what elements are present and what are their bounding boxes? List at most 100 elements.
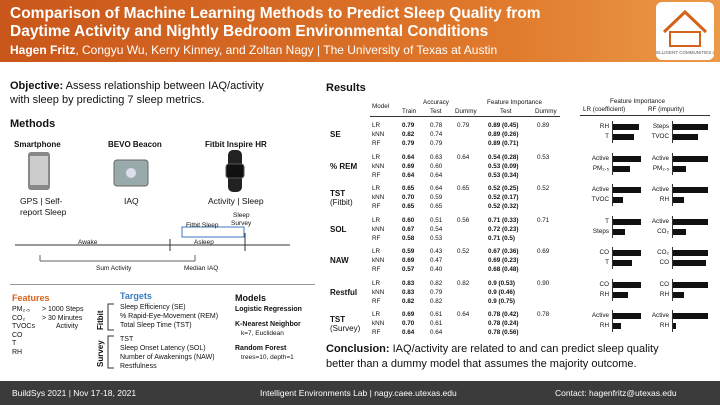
feature: Activity xyxy=(56,323,79,330)
device-caption: report Sleep xyxy=(20,207,67,217)
bar xyxy=(612,197,623,203)
cell: 0.52 xyxy=(537,185,550,192)
axis-line xyxy=(672,152,673,175)
feature: CO₂ xyxy=(12,314,26,322)
bar-label: Active xyxy=(651,154,669,162)
cell: 0.82 xyxy=(430,297,443,305)
cell: 0.64 xyxy=(402,329,415,336)
cell: 0.64 xyxy=(402,171,415,179)
bar-label: TVOC xyxy=(591,196,610,203)
metric-name: (Fitbit) xyxy=(330,198,353,207)
feature: > 30 Minutes xyxy=(42,314,83,322)
cell: 0.64 xyxy=(430,185,443,192)
bar-label: Active xyxy=(591,312,609,319)
timeline-label: Sum Activity xyxy=(96,265,132,272)
bar xyxy=(612,134,634,140)
cell: 0.72 (0.23) xyxy=(488,225,519,233)
timeline xyxy=(15,226,290,262)
bar xyxy=(672,187,708,193)
cell: 0.70 xyxy=(402,320,415,327)
group-label: Survey xyxy=(96,340,105,367)
bar xyxy=(672,134,698,140)
divider xyxy=(10,284,315,285)
objective-text: with sleep by predicting 7 sleep metrics… xyxy=(10,94,205,106)
bar xyxy=(672,155,708,162)
cell: 0.63 xyxy=(430,153,443,161)
bar xyxy=(612,291,629,298)
cell: kNN xyxy=(372,320,385,327)
cell: 0.69 (0.23) xyxy=(488,257,519,264)
cell: 0.57 xyxy=(402,266,415,273)
bar xyxy=(612,165,630,172)
cell: 0.78 (0.42) xyxy=(488,311,519,318)
timeline-label: Sleep xyxy=(233,212,250,219)
cell: kNN xyxy=(372,162,385,170)
cell: 0.82 xyxy=(457,279,470,287)
cell: 0.9 (0.75) xyxy=(488,297,515,305)
axis-line xyxy=(672,215,673,238)
cell: 0.78 xyxy=(537,311,550,318)
bar xyxy=(612,313,641,319)
cell: 0.78 (0.24) xyxy=(488,320,519,327)
metric-name: SE xyxy=(330,130,341,139)
bar xyxy=(612,155,641,162)
metric-name: TST xyxy=(330,315,346,324)
cell: 0.71 (0.33) xyxy=(488,216,519,224)
bar xyxy=(612,124,639,130)
objective-label: Objective: xyxy=(10,80,64,92)
bar-label: Active xyxy=(651,312,669,319)
cell: 0.43 xyxy=(430,248,443,255)
column-header: Model xyxy=(372,103,390,110)
footer-text: Intelligent Environments Lab | nagy.caee… xyxy=(260,388,457,398)
bar xyxy=(612,323,621,329)
cell: 0.59 xyxy=(402,248,415,255)
conclusion-text: IAQ/activity are related to and can pred… xyxy=(389,343,659,355)
cell: 0.52 (0.17) xyxy=(488,194,519,201)
cell: 0.9 (0.46) xyxy=(488,288,515,296)
bar xyxy=(612,250,641,256)
cell: 0.89 (0.45) xyxy=(488,122,519,129)
cell: 0.65 xyxy=(402,203,415,210)
timeline-label: Median IAQ xyxy=(184,265,219,272)
section-title: Results xyxy=(326,82,366,94)
cell: 0.78 (0.56) xyxy=(488,329,519,336)
bar xyxy=(672,281,708,288)
lead-author: Hagen Fritz xyxy=(10,43,76,57)
axis-line xyxy=(672,278,673,301)
bar xyxy=(672,313,708,319)
section-title: Targets xyxy=(120,291,152,301)
cell: LR xyxy=(372,248,381,255)
chart-rule xyxy=(580,115,710,116)
cell: 0.82 xyxy=(402,297,415,305)
cell: 0.82 xyxy=(430,279,443,287)
cell: 0.53 (0.09) xyxy=(488,162,519,170)
axis-line xyxy=(672,121,673,143)
cell: 0.79 xyxy=(402,122,415,129)
target: TST xyxy=(120,336,134,343)
axis-line xyxy=(612,184,613,206)
cell: 0.74 xyxy=(430,131,443,138)
cell: 0.69 xyxy=(402,257,415,264)
axis-line xyxy=(612,278,613,301)
bar-label: RH xyxy=(599,290,609,298)
cell: 0.64 xyxy=(430,329,443,336)
table-rule xyxy=(370,116,560,117)
bar-label: T xyxy=(605,259,609,266)
axis-line xyxy=(612,310,613,332)
cell: 0.54 xyxy=(430,225,443,233)
device-name: Smartphone xyxy=(14,140,61,149)
conclusion: Conclusion: IAQ/activity are related to … xyxy=(326,343,659,355)
axis-line xyxy=(672,310,673,332)
device-caption: IAQ xyxy=(124,196,139,206)
metric-name: Restful xyxy=(330,287,358,297)
metric-name: SOL xyxy=(330,224,347,234)
bar-label: Steps xyxy=(592,227,609,235)
cell: 0.79 xyxy=(402,140,415,147)
axis-line xyxy=(612,215,613,238)
feature: PM₂.₅ xyxy=(12,306,30,313)
cell: 0.52 (0.25) xyxy=(488,185,519,192)
bar-label: PM₂.₅ xyxy=(652,164,669,172)
cell: 0.53 (0.34) xyxy=(488,171,519,179)
cell: kNN xyxy=(372,257,385,264)
